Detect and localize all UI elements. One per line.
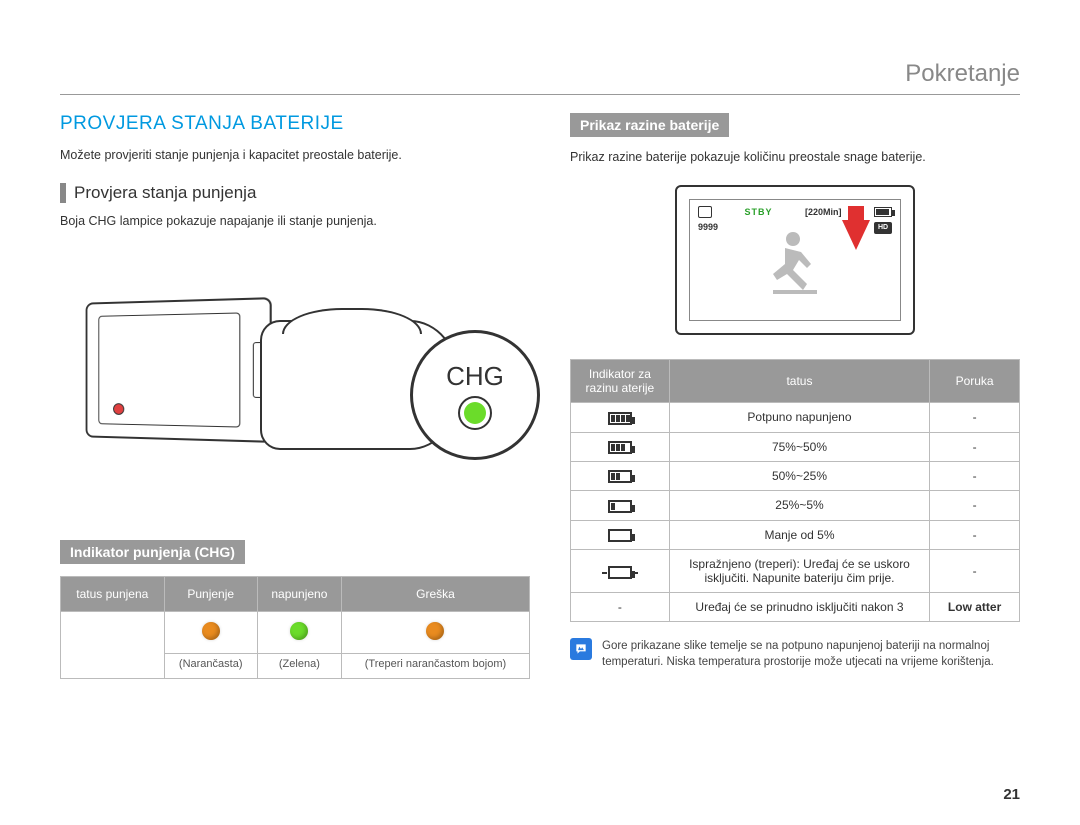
camcorder-illustration: CHG: [60, 250, 530, 510]
cell-icon: [571, 432, 670, 461]
lcd-battery-icon: [874, 207, 892, 217]
table-row: Ispražnjeno (treperi): Uređaj će se usko…: [571, 549, 1020, 592]
sd-card-icon: [698, 206, 712, 218]
cell-status: Manje od 5%: [669, 520, 929, 549]
cell-msg: Low atter: [930, 592, 1020, 621]
cell-icon: [571, 461, 670, 490]
cell-icon: [571, 520, 670, 549]
table-row: 25%~5% -: [571, 491, 1020, 520]
sub-body: Boja CHG lampice pokazuje napajanje ili …: [60, 213, 530, 231]
main-heading: PROVJERA STANJA BATERIJE: [60, 113, 530, 135]
th-error: Greška: [341, 577, 529, 612]
led-dot-green-icon: [290, 622, 308, 640]
sub-heading: Provjera stanja punjenja: [60, 183, 530, 203]
battery-level-icon: [608, 500, 632, 513]
label-green: (Zelena): [257, 654, 341, 679]
note-text: Gore prikazane slike temelje se na potpu…: [602, 638, 1020, 670]
cell-msg: -: [930, 520, 1020, 549]
th-charging: Punjenje: [164, 577, 257, 612]
cell-msg: -: [930, 491, 1020, 520]
skater-silhouette-icon: [755, 222, 835, 302]
page-header: Pokretanje: [60, 60, 1020, 95]
cell-status: 75%~50%: [669, 432, 929, 461]
cell-icon: [571, 549, 670, 592]
cell-msg: -: [930, 461, 1020, 490]
cell-icon: [571, 491, 670, 520]
red-arrow-icon: [842, 220, 870, 250]
battery-level-heading: Prikaz razine baterije: [570, 113, 729, 137]
camcorder-screen: [86, 297, 272, 443]
chg-led-ring: [458, 396, 492, 430]
cell-status: Potpuno napunjeno: [669, 403, 929, 432]
table-row: - Uređaj će se prinudno isključiti nakon…: [571, 592, 1020, 621]
lcd-hd-badge: HD: [874, 222, 892, 234]
lcd-inner-frame: STBY [220Min] 9999 HD: [689, 199, 901, 321]
led-dot-blink-icon: [426, 622, 444, 640]
chg-table-heading: Indikator punjenja (CHG): [60, 540, 245, 564]
two-column-layout: PROVJERA STANJA BATERIJE Možete provjeri…: [60, 113, 1020, 679]
battery-level-icon: [608, 441, 632, 454]
left-column: PROVJERA STANJA BATERIJE Možete provjeri…: [60, 113, 530, 679]
label-blink: (Treperi narančastom bojom): [341, 654, 529, 679]
cell-status: Uređaj će se prinudno isključiti nakon 3: [669, 592, 929, 621]
battery-intro: Prikaz razine baterije pokazuje količinu…: [570, 149, 1020, 167]
batt-table-header: Indikator za razinu aterije tatus Poruka: [571, 359, 1020, 403]
table-row: 75%~50% -: [571, 432, 1020, 461]
th-status: tatus: [669, 359, 929, 403]
th-status: tatus punjena: [61, 577, 165, 612]
page-number: 21: [1003, 786, 1020, 803]
lcd-stby: STBY: [744, 207, 772, 217]
right-column: Prikaz razine baterije Prikaz razine bat…: [570, 113, 1020, 679]
cell-status: 25%~5%: [669, 491, 929, 520]
battery-blink-icon: [602, 566, 638, 579]
manual-page: Pokretanje PROVJERA STANJA BATERIJE Može…: [0, 0, 1080, 709]
table-header-row: tatus punjena Punjenje napunjeno Greška: [61, 577, 530, 612]
battery-level-icon: [608, 529, 632, 542]
chg-indicator-table: tatus punjena Punjenje napunjeno Greška …: [60, 576, 530, 679]
table-row: 50%~25% -: [571, 461, 1020, 490]
table-row: Manje od 5% -: [571, 520, 1020, 549]
battery-level-icon: [608, 470, 632, 483]
battery-level-icon: [608, 566, 632, 579]
color-cell-label: [61, 612, 165, 679]
lcd-time: [220Min]: [805, 207, 842, 217]
footnote: Gore prikazane slike temelje se na potpu…: [570, 638, 1020, 670]
th-message: Poruka: [930, 359, 1020, 403]
battery-level-icon: [608, 412, 632, 425]
table-dot-row: [61, 612, 530, 654]
lcd-preview: STBY [220Min] 9999 HD: [675, 185, 915, 335]
battery-level-table: Indikator za razinu aterije tatus Poruka…: [570, 359, 1020, 622]
chg-callout-circle: CHG: [410, 330, 540, 460]
chg-label: CHG: [446, 361, 504, 392]
cell-msg: -: [930, 432, 1020, 461]
led-dot-orange-icon: [202, 622, 220, 640]
cell-status: 50%~25%: [669, 461, 929, 490]
note-icon: [570, 638, 592, 660]
intro-text: Možete provjeriti stanje punjenja i kapa…: [60, 147, 530, 165]
lcd-counter: 9999: [698, 222, 718, 234]
cell-icon: [571, 403, 670, 432]
cell-status: Ispražnjeno (treperi): Uređaj će se usko…: [669, 549, 929, 592]
th-indicator: Indikator za razinu aterije: [571, 359, 670, 403]
table-row: Potpuno napunjeno -: [571, 403, 1020, 432]
label-orange: (Narančasta): [164, 654, 257, 679]
cell-msg: -: [930, 549, 1020, 592]
cell-msg: -: [930, 403, 1020, 432]
th-full: napunjeno: [257, 577, 341, 612]
cell-icon: -: [571, 592, 670, 621]
chg-led-icon: [464, 402, 486, 424]
